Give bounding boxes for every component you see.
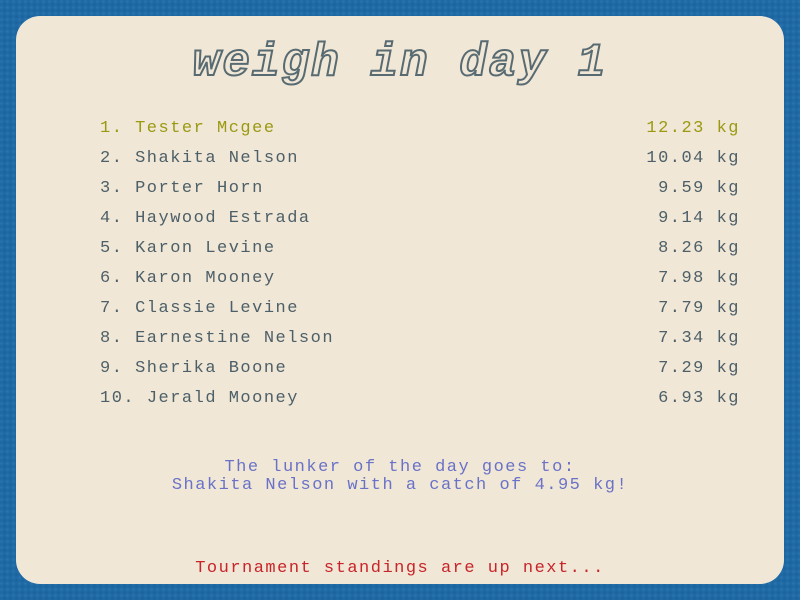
angler-name: Jerald Mooney: [146, 389, 299, 408]
rank: 6.: [100, 269, 124, 288]
catch-weight: 8.26 kg: [658, 239, 740, 258]
weigh-in-panel: weigh in day 1 1. Tester Mcgee 12.23 kg …: [16, 16, 784, 584]
rank: 2.: [100, 149, 124, 168]
rank: 3.: [100, 179, 124, 198]
angler-name: Karon Mooney: [135, 269, 276, 288]
standings-row-5: 5. Karon Levine 8.26 kg: [100, 236, 740, 266]
standings-entry: 6. Karon Mooney: [100, 266, 276, 296]
standings-row-10: 10. Jerald Mooney 6.93 kg: [100, 386, 740, 416]
catch-weight: 7.98 kg: [658, 269, 740, 288]
rank: 5.: [100, 239, 124, 258]
angler-name: Earnestine Nelson: [135, 329, 335, 348]
standings-entry: 3. Porter Horn: [100, 176, 264, 206]
lunker-announcement: The lunker of the day goes to: Shakita N…: [16, 459, 784, 495]
standings-row-3: 3. Porter Horn 9.59 kg: [100, 176, 740, 206]
catch-weight: 9.14 kg: [658, 209, 740, 228]
rank: 4.: [100, 209, 124, 228]
standings-row-6: 6. Karon Mooney 7.98 kg: [100, 266, 740, 296]
lunker-line-1: The lunker of the day goes to:: [224, 458, 576, 477]
standings-entry: 2. Shakita Nelson: [100, 146, 299, 176]
angler-name: Karon Levine: [135, 239, 276, 258]
standings-entry: 1. Tester Mcgee: [100, 116, 276, 146]
angler-name: Porter Horn: [135, 179, 264, 198]
angler-name: Haywood Estrada: [135, 209, 311, 228]
standings-entry: 8. Earnestine Nelson: [100, 326, 334, 356]
standings-entry: 10. Jerald Mooney: [100, 386, 299, 416]
standings-row-9: 9. Sherika Boone 7.29 kg: [100, 356, 740, 386]
catch-weight: 12.23 kg: [646, 119, 740, 138]
angler-name: Tester Mcgee: [135, 119, 276, 138]
catch-weight: 7.79 kg: [658, 299, 740, 318]
next-screen-notice: Tournament standings are up next...: [195, 559, 605, 578]
standings-row-1: 1. Tester Mcgee 12.23 kg: [100, 116, 740, 146]
angler-name: Shakita Nelson: [135, 149, 299, 168]
angler-name: Classie Levine: [135, 299, 299, 318]
standings-entry: 7. Classie Levine: [100, 296, 299, 326]
rank: 9.: [100, 359, 124, 378]
standings-row-7: 7. Classie Levine 7.79 kg: [100, 296, 740, 326]
lunker-line-2: Shakita Nelson with a catch of 4.95 kg!: [171, 476, 629, 495]
rank: 1.: [100, 119, 124, 138]
screen-title: weigh in day 1: [192, 37, 608, 89]
catch-weight: 6.93 kg: [658, 389, 740, 408]
catch-weight: 7.29 kg: [658, 359, 740, 378]
standings-list: 1. Tester Mcgee 12.23 kg 2. Shakita Nels…: [100, 116, 740, 416]
catch-weight: 10.04 kg: [646, 149, 740, 168]
standings-row-8: 8. Earnestine Nelson 7.34 kg: [100, 326, 740, 356]
rank: 10.: [100, 389, 136, 408]
rank: 7.: [100, 299, 124, 318]
rank: 8.: [100, 329, 124, 348]
catch-weight: 9.59 kg: [658, 179, 740, 198]
catch-weight: 7.34 kg: [658, 329, 740, 348]
standings-row-4: 4. Haywood Estrada 9.14 kg: [100, 206, 740, 236]
angler-name: Sherika Boone: [135, 359, 288, 378]
standings-entry: 5. Karon Levine: [100, 236, 276, 266]
standings-entry: 4. Haywood Estrada: [100, 206, 311, 236]
standings-row-2: 2. Shakita Nelson 10.04 kg: [100, 146, 740, 176]
standings-entry: 9. Sherika Boone: [100, 356, 287, 386]
